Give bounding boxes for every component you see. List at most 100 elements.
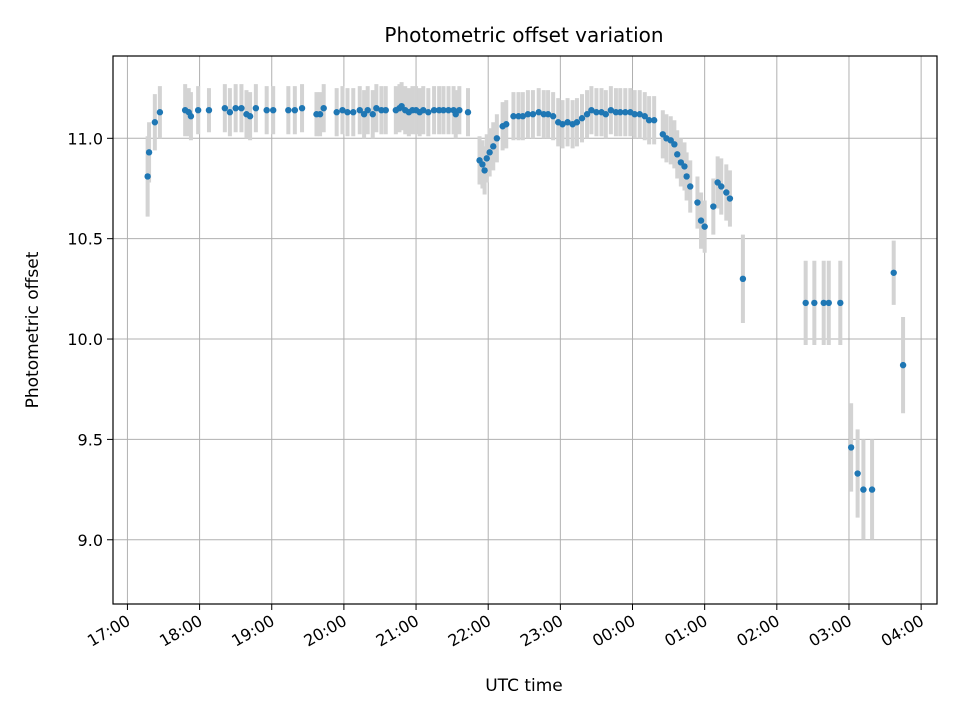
data-point	[269, 106, 277, 114]
data-point	[221, 104, 229, 112]
x-tick-label: 23:00	[517, 611, 566, 651]
data-point	[820, 299, 827, 307]
data-point	[847, 444, 855, 451]
data-point	[723, 189, 730, 196]
x-axis: 17:00 18:00 19:00 20:00 21:00 22:00 23:00 00:00…	[84, 604, 927, 651]
data-point	[593, 109, 600, 116]
data-point	[631, 111, 638, 118]
data-point	[145, 149, 153, 156]
data-point	[549, 113, 557, 120]
data-point	[291, 106, 299, 114]
data-point	[369, 111, 376, 118]
data-point	[350, 109, 357, 116]
data-point	[481, 167, 488, 174]
x-tick-label: 00:00	[589, 611, 638, 651]
data-point	[687, 183, 694, 190]
data-point	[681, 163, 688, 170]
data-point	[583, 111, 591, 118]
data-point	[333, 109, 340, 116]
data-point	[697, 217, 705, 224]
x-tick-label: 02:00	[733, 611, 782, 651]
data-point	[718, 183, 725, 190]
data-point	[252, 104, 260, 112]
data-point	[683, 173, 690, 180]
data-point	[837, 299, 844, 307]
data-points	[144, 102, 907, 493]
data-point	[298, 104, 306, 112]
data-point	[519, 113, 527, 120]
data-point	[356, 106, 363, 114]
x-axis-label: UTC time	[485, 676, 563, 696]
data-point	[420, 106, 427, 114]
data-point	[739, 275, 747, 283]
data-point	[320, 104, 327, 112]
data-point	[578, 115, 586, 122]
data-point	[382, 106, 389, 114]
data-point	[868, 486, 876, 493]
y-tick-label: 10.5	[67, 230, 103, 249]
data-point	[364, 106, 371, 114]
data-point	[503, 121, 510, 128]
data-point	[701, 223, 708, 230]
data-point	[636, 111, 643, 118]
data-point	[674, 151, 681, 158]
data-point	[510, 113, 517, 120]
x-tick-label: 04:00	[878, 611, 927, 651]
data-point	[425, 109, 432, 116]
x-tick-label: 22:00	[445, 611, 494, 651]
data-point	[483, 155, 490, 162]
data-point	[671, 141, 678, 148]
data-point	[602, 111, 610, 118]
data-point	[854, 470, 861, 477]
x-tick-label: 03:00	[806, 611, 855, 651]
x-tick-label: 18:00	[156, 611, 205, 651]
data-point	[588, 106, 595, 114]
plot-frame	[112, 55, 938, 605]
y-axis-label: Photometric offset	[23, 251, 43, 408]
x-tick-label: 17:00	[84, 611, 133, 651]
data-point	[144, 173, 151, 180]
x-tick-label: 01:00	[661, 611, 710, 651]
x-tick-label: 21:00	[373, 611, 422, 651]
data-point	[344, 109, 351, 116]
data-point	[151, 119, 159, 126]
data-point	[430, 106, 438, 114]
data-point	[564, 119, 571, 126]
data-point	[479, 161, 486, 168]
data-point	[641, 113, 648, 120]
y-tick-label: 11.0	[67, 129, 103, 148]
data-point	[339, 106, 346, 114]
data-point	[205, 106, 213, 114]
data-point	[285, 106, 292, 114]
data-point	[238, 104, 245, 112]
data-point	[493, 135, 501, 142]
data-point	[246, 113, 254, 120]
data-point	[535, 109, 542, 116]
data-point	[650, 117, 658, 124]
data-point	[617, 109, 624, 116]
data-point	[899, 361, 907, 369]
data-point	[486, 149, 493, 156]
data-point	[524, 111, 532, 118]
data-point	[622, 109, 629, 116]
data-point	[490, 143, 497, 150]
data-point	[456, 106, 463, 114]
y-tick-label: 10.0	[67, 330, 103, 349]
data-point	[440, 106, 447, 114]
data-point	[445, 106, 452, 114]
data-point	[890, 269, 897, 276]
error-bars	[145, 82, 906, 540]
data-point	[645, 117, 653, 124]
data-point	[187, 113, 195, 120]
data-point	[529, 111, 537, 118]
y-tick-label: 9.5	[78, 430, 103, 449]
data-point	[559, 121, 566, 128]
data-point	[544, 111, 552, 118]
data-point	[373, 104, 380, 112]
x-tick-label: 19:00	[228, 611, 277, 651]
data-point	[156, 109, 164, 116]
data-point	[710, 203, 717, 210]
data-point	[825, 299, 832, 307]
data-point	[726, 195, 734, 202]
